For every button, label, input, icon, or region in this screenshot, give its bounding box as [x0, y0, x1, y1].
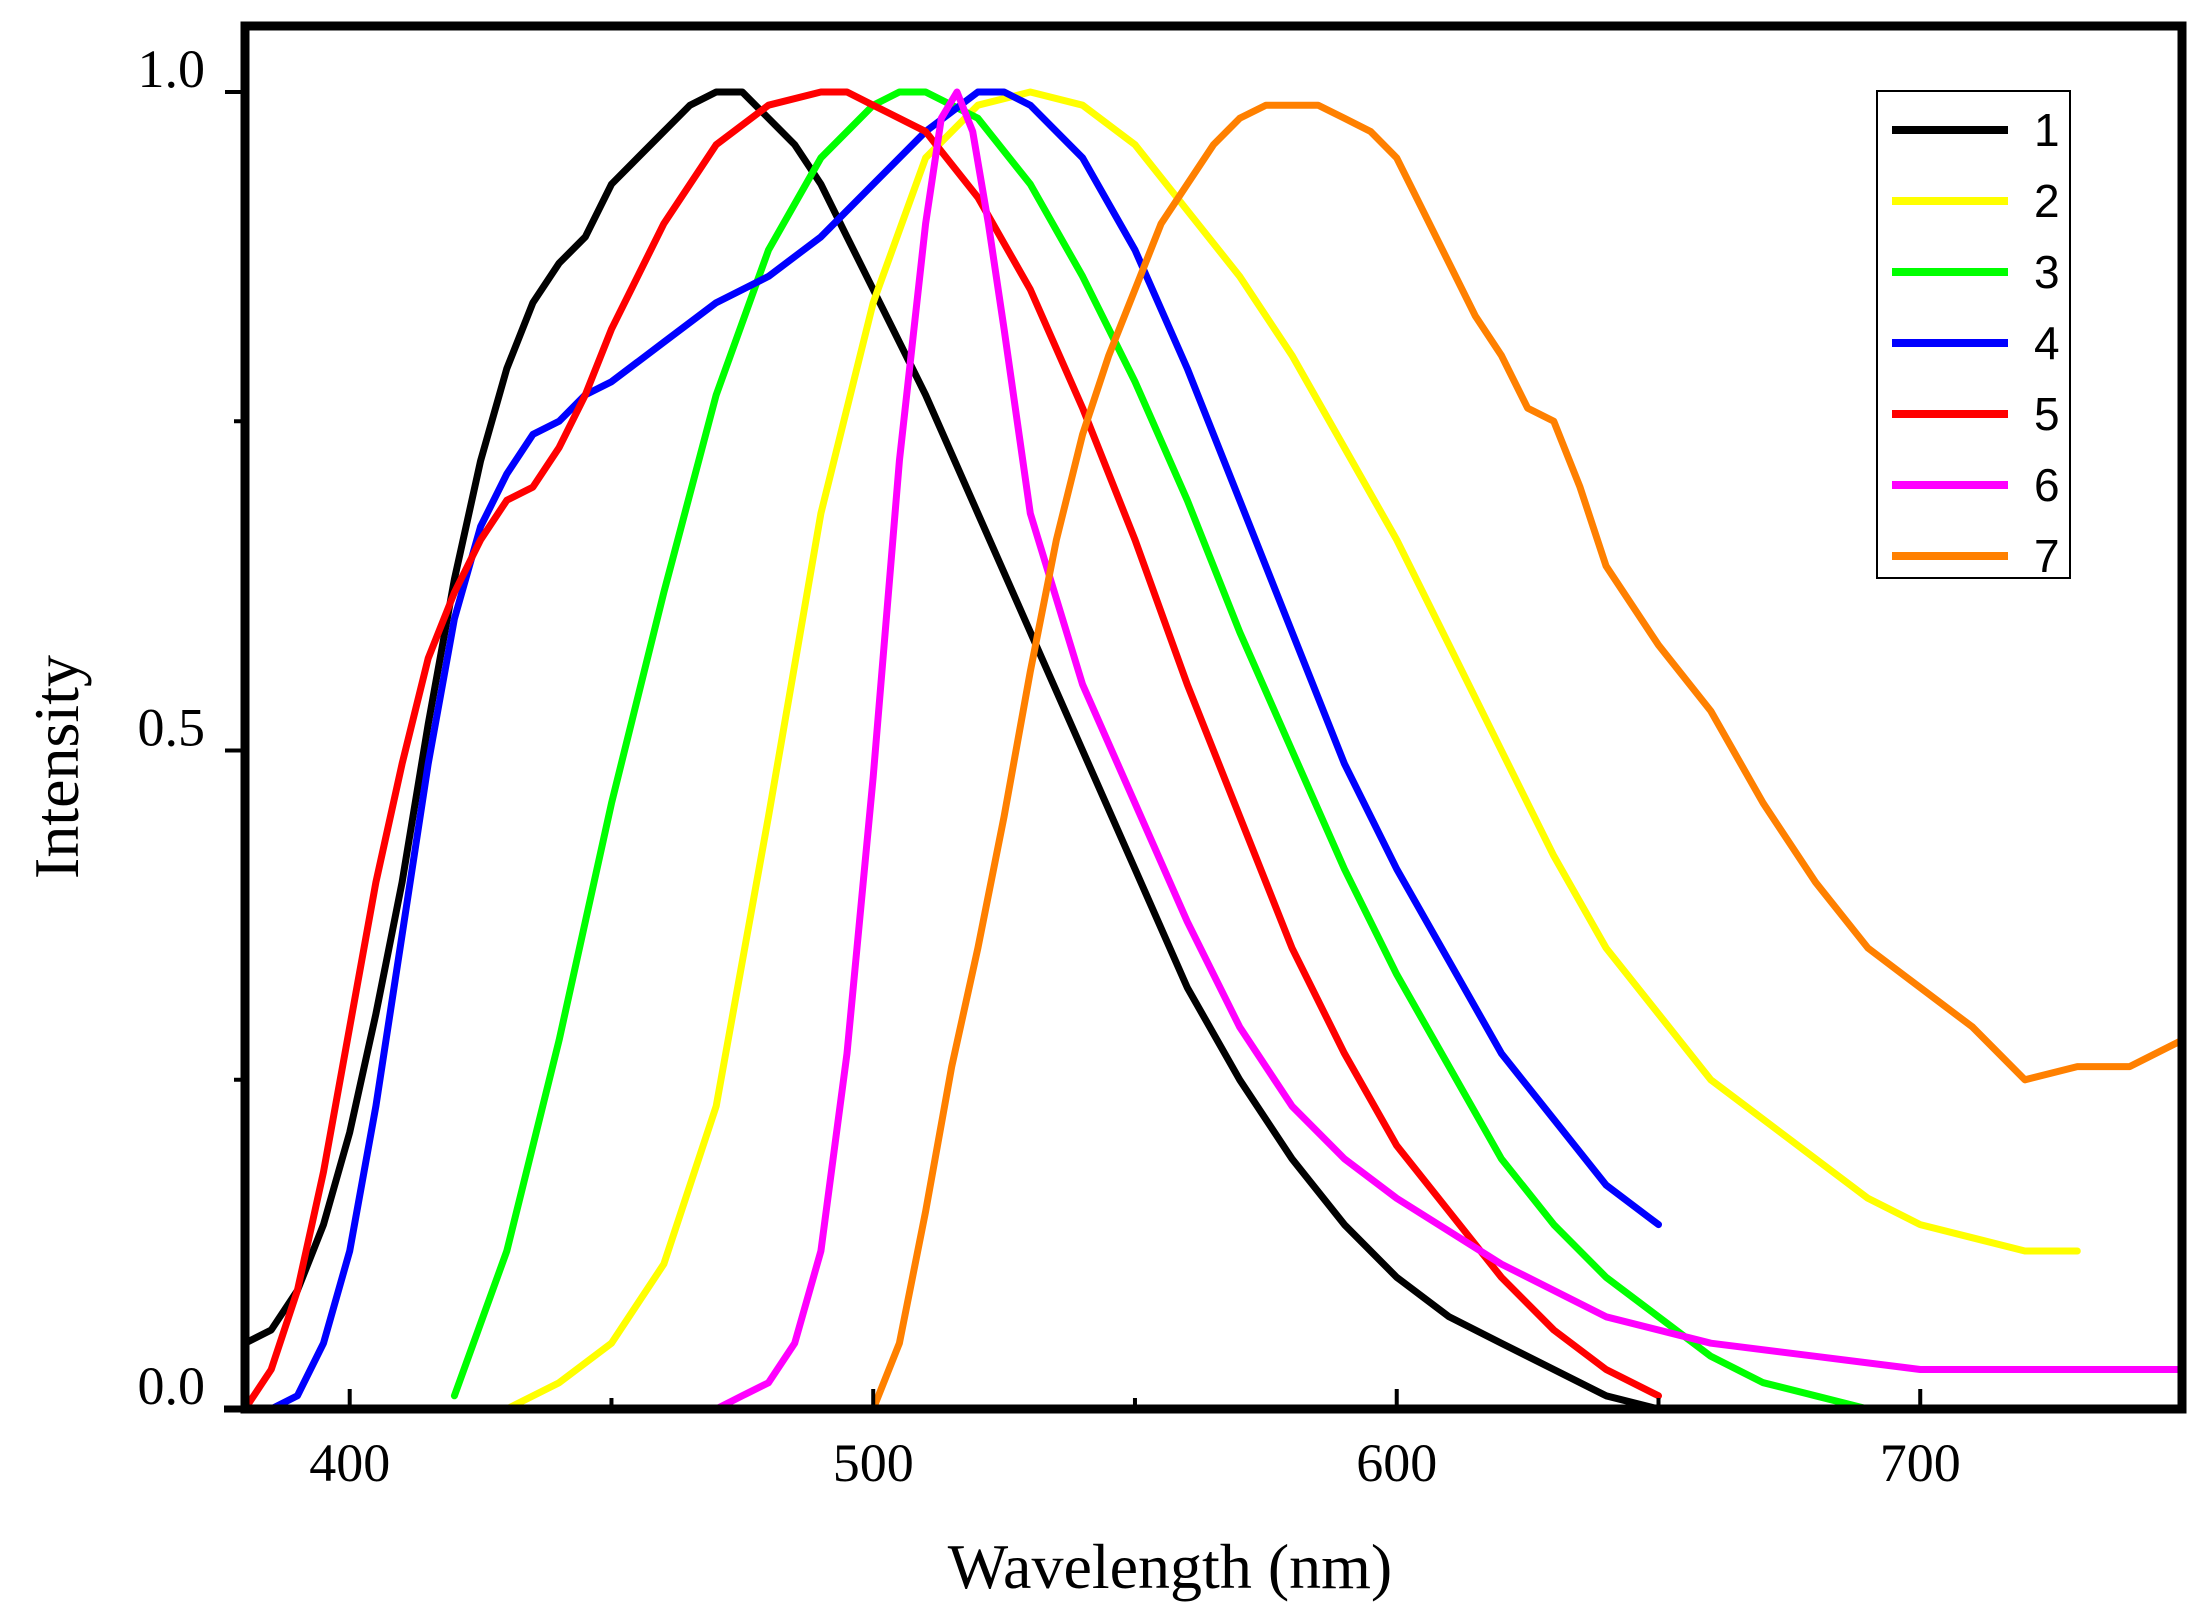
x-tick-label: 700 — [1880, 1433, 1961, 1493]
x-tick-label: 600 — [1356, 1433, 1437, 1493]
x-axis-ticks: 400 500 600 700 — [309, 1389, 2184, 1493]
series-line-5 — [241, 88, 1662, 1413]
series-line-1 — [241, 88, 1662, 1413]
y-tick-label: 0.5 — [138, 698, 206, 758]
legend-label-1: 1 — [2034, 104, 2060, 156]
series-line-6 — [608, 88, 2186, 1413]
series-layer — [241, 88, 2186, 1413]
y-tick-label: 1.0 — [138, 39, 206, 99]
x-axis-title: Wavelength (nm) — [948, 1531, 1392, 1602]
series-line-3 — [450, 88, 1924, 1413]
legend-label-2: 2 — [2034, 175, 2060, 227]
series-line-4 — [241, 88, 1662, 1413]
legend-label-3: 3 — [2034, 246, 2060, 298]
legend-label-4: 4 — [2034, 317, 2060, 369]
x-tick-label: 500 — [833, 1433, 914, 1493]
legend: 1 2 3 4 5 6 7 — [1876, 90, 2071, 582]
legend-label-5: 5 — [2034, 388, 2060, 440]
series-line-7 — [869, 101, 2186, 1413]
y-tick-label: 0.0 — [138, 1356, 206, 1416]
y-axis-title: Intensity — [21, 655, 92, 879]
legend-label-6: 6 — [2034, 459, 2060, 511]
legend-box — [1876, 90, 2071, 579]
legend-label-7: 7 — [2034, 530, 2060, 582]
series-line-2 — [450, 88, 2081, 1413]
x-tick-label: 400 — [309, 1433, 390, 1493]
y-axis-ticks: 0.0 0.5 1.0 — [138, 39, 245, 1416]
